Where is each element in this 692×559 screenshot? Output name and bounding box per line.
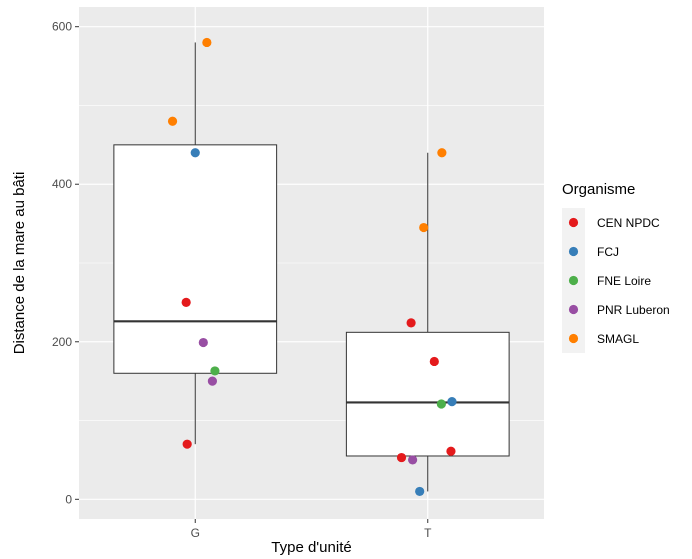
point-layer bbox=[167, 37, 457, 497]
legend-title: Organisme bbox=[562, 181, 635, 198]
data-point bbox=[182, 439, 192, 449]
data-point bbox=[408, 455, 418, 465]
box-layer bbox=[113, 42, 510, 492]
legend-key bbox=[568, 246, 579, 257]
legend-key bbox=[568, 333, 579, 344]
boxplot-T bbox=[345, 152, 510, 492]
data-point bbox=[202, 37, 212, 48]
data-point bbox=[167, 116, 178, 126]
y-tick-label: 600 bbox=[52, 20, 72, 34]
data-point bbox=[446, 446, 456, 456]
data-point bbox=[436, 399, 446, 409]
legend-label: FCJ bbox=[597, 245, 619, 259]
data-point bbox=[207, 376, 218, 386]
legend-label: CEN NPDC bbox=[597, 216, 660, 230]
legend-label: PNR Luberon bbox=[597, 303, 670, 317]
data-point bbox=[437, 148, 447, 158]
x-tick-label: G bbox=[191, 526, 200, 540]
legend-key bbox=[568, 304, 579, 315]
y-axis-title: Distance de la mare au bâti bbox=[11, 172, 28, 355]
legend-label: FNE Loire bbox=[597, 274, 651, 288]
y-tick-label: 0 bbox=[65, 492, 72, 506]
legend-key bbox=[568, 217, 579, 228]
y-tick-label: 200 bbox=[52, 335, 72, 349]
data-point bbox=[447, 397, 457, 407]
box-iqr bbox=[345, 331, 510, 457]
y-axis: 0 200 400 600 bbox=[52, 20, 79, 506]
boxplot-G bbox=[113, 42, 278, 445]
box-iqr bbox=[113, 144, 278, 374]
legend: Organisme CEN NPDC FCJ FNE Loire PNR Lubero… bbox=[562, 181, 670, 353]
x-tick-label: T bbox=[424, 526, 432, 540]
data-point bbox=[198, 337, 208, 348]
data-point bbox=[419, 222, 429, 233]
data-point bbox=[181, 297, 191, 307]
legend-key bbox=[568, 275, 579, 286]
data-point bbox=[415, 486, 425, 497]
data-point bbox=[210, 366, 220, 376]
x-axis-title: Type d'unité bbox=[271, 539, 351, 556]
y-tick-label: 400 bbox=[52, 177, 72, 191]
data-point bbox=[190, 148, 200, 158]
data-point bbox=[396, 452, 407, 463]
legend-label: SMAGL bbox=[597, 332, 639, 346]
data-point bbox=[406, 318, 416, 328]
data-point bbox=[429, 356, 439, 367]
